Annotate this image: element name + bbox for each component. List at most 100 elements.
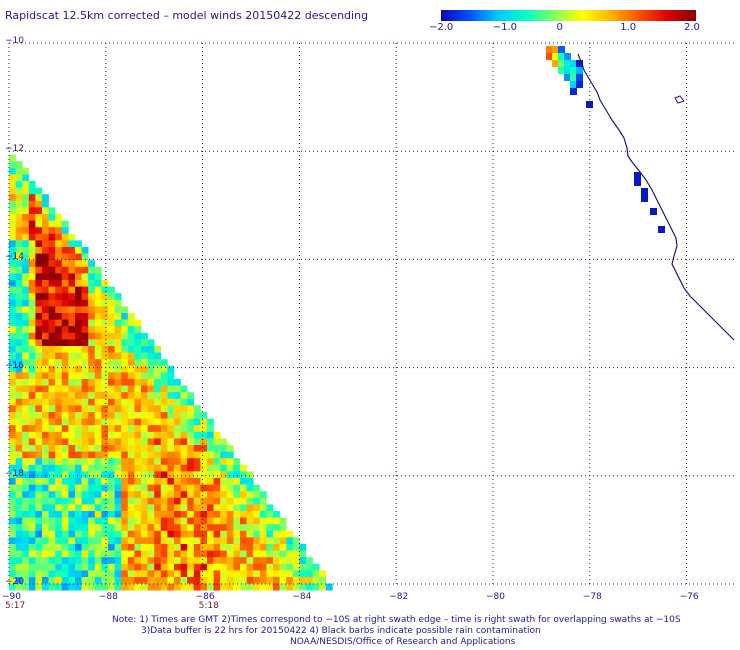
- wind-cell: [121, 365, 129, 373]
- wind-cell: [22, 233, 30, 241]
- wind-cell: [35, 392, 43, 400]
- wind-cell: [147, 372, 155, 380]
- wind-cell: [576, 60, 583, 67]
- wind-cell: [306, 570, 313, 578]
- wind-cell: [35, 227, 43, 235]
- wind-cell: [546, 53, 553, 60]
- wind-cell: [127, 550, 135, 558]
- wind-cell: [81, 438, 89, 446]
- wind-cell: [42, 233, 49, 241]
- wind-cell: [28, 458, 36, 466]
- wind-cell: [292, 557, 300, 565]
- wind-cell: [127, 563, 135, 571]
- wind-cell: [22, 445, 30, 452]
- wind-cell: [9, 451, 16, 459]
- wind-cell: [75, 385, 82, 393]
- wind-cell: [88, 530, 96, 538]
- wind-cell: [101, 372, 109, 380]
- wind-cell: [22, 352, 30, 360]
- wind-cell: [147, 464, 155, 472]
- wind-cell: [253, 583, 261, 591]
- wind-cell: [121, 524, 129, 532]
- wind-cell: [193, 438, 201, 446]
- wind-cell: [28, 187, 36, 195]
- wind-cell: [61, 247, 69, 254]
- wind-cell: [22, 458, 30, 466]
- wind-cell: [134, 577, 142, 584]
- wind-cell: [121, 438, 129, 446]
- wind-cell: [147, 563, 155, 571]
- wind-cell: [306, 583, 313, 591]
- wind-cell: [88, 319, 96, 327]
- wind-cell: [259, 511, 267, 518]
- wind-cell: [147, 577, 155, 584]
- wind-cell: [42, 273, 49, 281]
- wind-cell: [9, 431, 16, 439]
- wind-cell: [101, 524, 109, 532]
- wind-cell: [121, 385, 129, 393]
- wind-cell: [658, 226, 665, 233]
- wind-cell: [134, 339, 142, 347]
- wind-cell: [81, 557, 89, 565]
- wind-cell: [207, 497, 214, 505]
- wind-cell: [55, 517, 63, 525]
- wind-cell: [174, 511, 181, 518]
- wind-cell: [246, 557, 254, 565]
- wind-cell: [160, 365, 168, 373]
- wind-cell: [147, 352, 155, 360]
- wind-cell: [141, 372, 148, 380]
- wind-cell: [48, 570, 56, 578]
- wind-cell: [299, 563, 307, 571]
- wind-cell: [15, 418, 23, 426]
- wind-cell: [35, 187, 43, 195]
- wind-cell: [94, 583, 102, 591]
- wind-cell: [286, 557, 294, 565]
- wind-cell: [108, 504, 115, 512]
- wind-cell: [61, 544, 69, 551]
- wind-cell: [114, 491, 122, 499]
- wind-cell: [22, 313, 30, 320]
- wind-cell: [88, 458, 96, 466]
- wind-cell: [75, 365, 82, 373]
- colorbar: [441, 10, 696, 21]
- wind-cell: [55, 293, 63, 301]
- wind-cell: [15, 511, 23, 518]
- wind-cell: [160, 359, 168, 367]
- wind-cell: [154, 550, 162, 558]
- wind-cell: [35, 563, 43, 571]
- wind-cell: [108, 319, 115, 327]
- wind-cell: [75, 445, 82, 452]
- wind-cell: [160, 425, 168, 433]
- wind-cell: [147, 412, 155, 419]
- wind-cell: [9, 544, 16, 551]
- wind-cell: [259, 557, 267, 565]
- wind-cell: [108, 339, 115, 347]
- wind-cell: [233, 497, 241, 505]
- wind-cell: [42, 286, 49, 294]
- wind-cell: [15, 544, 23, 551]
- wind-cell: [121, 517, 129, 525]
- wind-cell: [88, 524, 96, 532]
- wind-cell: [160, 570, 168, 578]
- wind-cell: [200, 491, 208, 499]
- wind-cell: [101, 319, 109, 327]
- wind-cell: [200, 438, 208, 446]
- wind-cell: [9, 563, 16, 571]
- wind-cell: [42, 418, 49, 426]
- wind-cell: [167, 504, 175, 512]
- wind-cell: [127, 319, 135, 327]
- wind-cell: [28, 544, 36, 551]
- wind-cell: [233, 537, 241, 545]
- wind-cell: [15, 583, 23, 591]
- wind-cell: [68, 544, 76, 551]
- wind-cell: [75, 280, 82, 287]
- wind-cell: [15, 346, 23, 353]
- wind-cell: [81, 451, 89, 459]
- wind-cell: [9, 379, 16, 386]
- colorbar-tick-label: 1.0: [620, 22, 637, 33]
- wind-cell: [586, 101, 593, 108]
- wind-cell: [15, 227, 23, 235]
- wind-cell: [81, 530, 89, 538]
- note-line-2: 3)Data buffer is 22 hrs for 20150422 4) …: [141, 626, 541, 636]
- wind-cell: [48, 392, 56, 400]
